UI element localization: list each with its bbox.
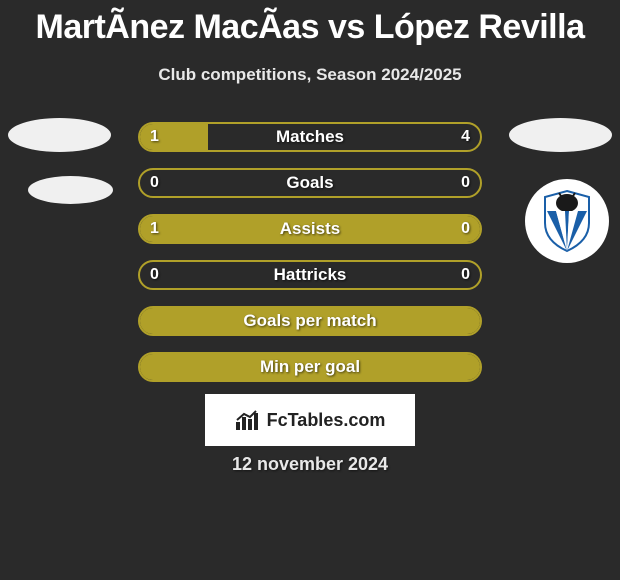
stat-row: 1Matches4 bbox=[138, 122, 482, 152]
player1-club-placeholder bbox=[28, 176, 113, 204]
stat-label: Matches bbox=[140, 127, 480, 147]
subtitle: Club competitions, Season 2024/2025 bbox=[0, 65, 620, 85]
stat-right-value: 0 bbox=[461, 174, 470, 192]
stat-label: Goals per match bbox=[140, 311, 480, 331]
player2-club-badge bbox=[525, 179, 609, 263]
branding-text: FcTables.com bbox=[267, 410, 386, 431]
page-title: MartÃ­nez MacÃ­as vs López Revilla bbox=[0, 0, 620, 47]
stat-row: Goals per match bbox=[138, 306, 482, 336]
stat-row: 1Assists0 bbox=[138, 214, 482, 244]
date-text: 12 november 2024 bbox=[0, 454, 620, 475]
stat-row: Min per goal bbox=[138, 352, 482, 382]
stats-container: 1Matches40Goals01Assists00Hattricks0Goal… bbox=[138, 122, 482, 398]
player1-photo-placeholder bbox=[8, 118, 111, 152]
branding-chart-icon bbox=[235, 410, 261, 430]
stat-label: Goals bbox=[140, 173, 480, 193]
club-crest-icon bbox=[539, 189, 595, 253]
branding-badge: FcTables.com bbox=[205, 394, 415, 446]
player2-photo-placeholder bbox=[509, 118, 612, 152]
stat-row: 0Goals0 bbox=[138, 168, 482, 198]
stat-right-value: 0 bbox=[461, 220, 470, 238]
stat-row: 0Hattricks0 bbox=[138, 260, 482, 290]
stat-right-value: 4 bbox=[461, 128, 470, 146]
stat-label: Assists bbox=[140, 219, 480, 239]
stat-label: Min per goal bbox=[140, 357, 480, 377]
stat-label: Hattricks bbox=[140, 265, 480, 285]
stat-right-value: 0 bbox=[461, 266, 470, 284]
